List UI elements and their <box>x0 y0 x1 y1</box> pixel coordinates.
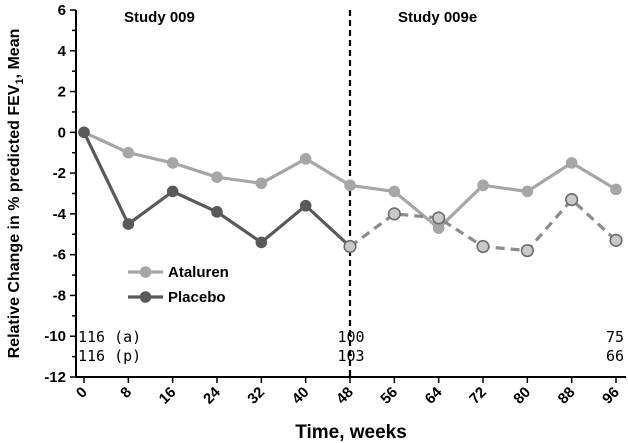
x-tick-label: 24 <box>200 383 224 407</box>
x-tick-label: 72 <box>466 384 490 408</box>
series-point-1 <box>122 218 135 230</box>
x-axis-title: Time, weeks <box>295 422 407 443</box>
series-point-0 <box>477 179 489 192</box>
count-placebo: 116 (p) <box>78 347 141 365</box>
series-point-0 <box>521 185 534 198</box>
y-tick-label: 0 <box>58 124 66 141</box>
x-tick-label: 40 <box>289 384 313 408</box>
y-axis-title-subscript: 1 <box>14 78 26 84</box>
series-point-0 <box>299 153 312 165</box>
y-axis-title-tail: , Mean <box>6 29 23 79</box>
y-ticks: 6 4 2 0 -2 -4 -6 -8 -10 -12 <box>44 2 76 386</box>
y-tick-label: -2 <box>53 165 66 182</box>
x-tick-label: 16 <box>156 384 180 408</box>
x-tick-label: 64 <box>422 383 446 407</box>
series-point-2 <box>520 243 534 258</box>
series-point-0 <box>565 157 578 169</box>
series-point-1 <box>166 185 179 198</box>
series-point-0 <box>255 177 268 190</box>
x-tick-label: 0 <box>73 384 91 402</box>
count-placebo: 103 <box>337 347 364 365</box>
series-point-0 <box>432 222 445 234</box>
series-point-2 <box>432 211 446 225</box>
y-tick-label: -12 <box>44 369 66 386</box>
count-ataluren: 75 <box>606 328 624 346</box>
y-axis-title-main: Relative Change in % predicted FEV <box>6 84 23 358</box>
y-tick-label: 4 <box>58 43 67 60</box>
y-tick-label: -8 <box>53 287 66 304</box>
series-point-1 <box>299 199 312 212</box>
legend: Ataluren Placebo <box>128 264 229 306</box>
panel-label-study-009: Study 009 <box>124 9 195 26</box>
x-tick-label: 88 <box>555 384 579 408</box>
x-tick-label: 48 <box>333 384 357 408</box>
series-point-0 <box>344 179 356 192</box>
series-point-2 <box>476 239 490 254</box>
x-tick-label: 32 <box>244 384 268 408</box>
series-point-1 <box>78 126 90 139</box>
y-tick-label: -4 <box>53 206 67 223</box>
x-tick-label: 8 <box>117 384 135 402</box>
legend-ataluren-label: Ataluren <box>168 264 229 281</box>
series-point-0 <box>388 185 401 198</box>
x-tick-label: 80 <box>510 384 534 408</box>
series-point-1 <box>255 236 268 249</box>
count-placebo: 66 <box>606 347 624 365</box>
series-point-2 <box>343 239 357 254</box>
y-tick-label: 2 <box>58 84 66 101</box>
series-point-2 <box>387 207 401 221</box>
y-tick-label: 6 <box>58 2 66 19</box>
legend-ataluren-marker <box>139 266 152 278</box>
y-axis-title: Relative Change in % predicted FEV1, Mea… <box>6 29 26 359</box>
series-point-0 <box>610 183 622 196</box>
legend-placebo-marker <box>139 291 152 303</box>
series-point-2 <box>565 193 579 207</box>
y-tick-label: -6 <box>53 247 66 264</box>
series-point-0 <box>122 146 135 159</box>
x-tick-label: 96 <box>599 384 623 408</box>
count-ataluren: 100 <box>337 328 364 346</box>
patient-counts: 116 (a) 100 75 116 (p) 103 66 <box>78 328 624 365</box>
count-ataluren: 116 (a) <box>78 328 141 346</box>
series-point-0 <box>211 171 223 183</box>
series-layer <box>78 126 623 258</box>
panel-label-study-009e: Study 009e <box>398 9 477 26</box>
x-tick-label: 56 <box>377 384 401 408</box>
series-point-0 <box>166 157 179 169</box>
series-point-1 <box>211 206 223 218</box>
legend-placebo-label: Placebo <box>168 289 226 306</box>
x-ticks: 0 8 16 24 32 40 48 56 64 72 80 88 96 <box>73 377 623 408</box>
y-tick-label: -10 <box>44 328 66 345</box>
series-point-2 <box>609 233 623 247</box>
